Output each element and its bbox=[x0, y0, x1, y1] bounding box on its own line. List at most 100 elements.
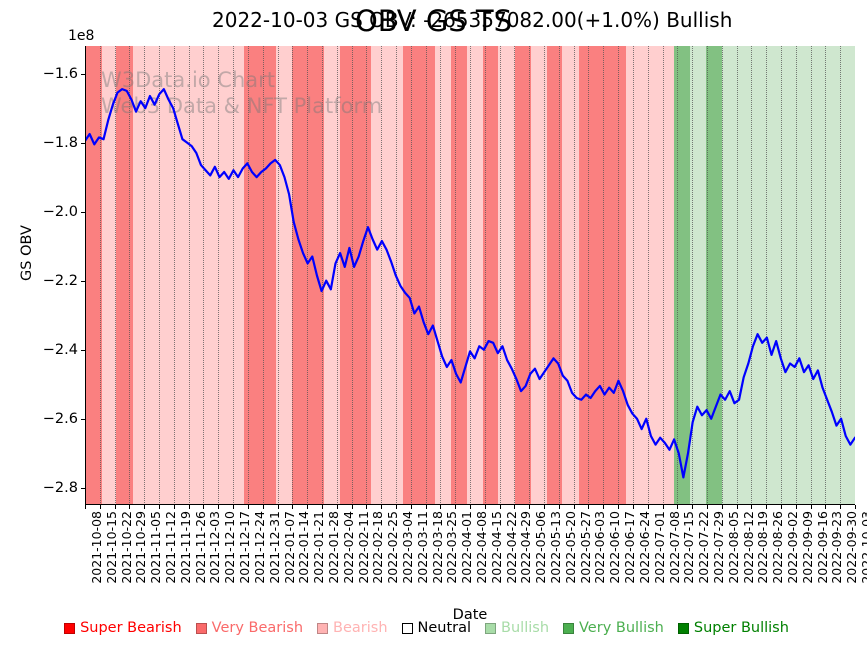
x-tick-mark bbox=[840, 505, 842, 509]
sentiment-band bbox=[817, 46, 855, 505]
x-tick-label: 2022-06-17 bbox=[622, 511, 638, 584]
x-tick-mark bbox=[188, 505, 190, 509]
sentiment-band bbox=[785, 46, 802, 505]
sentiment-band bbox=[721, 46, 738, 505]
x-tick-label: 2021-10-29 bbox=[133, 511, 149, 584]
x-tick-mark bbox=[99, 505, 101, 509]
sentiment-band bbox=[801, 46, 818, 505]
x-tick-mark bbox=[766, 505, 768, 509]
y-tick-label: −2.2 bbox=[42, 272, 78, 289]
x-tick-mark bbox=[573, 505, 575, 509]
legend-label: Very Bullish bbox=[579, 620, 664, 636]
legend-item[interactable]: Very Bearish bbox=[195, 620, 303, 636]
sentiment-band bbox=[483, 46, 499, 505]
x-tick-mark bbox=[692, 505, 694, 509]
page-title: OBV GS TS bbox=[354, 4, 513, 38]
y-tick-label: −2.6 bbox=[42, 410, 78, 427]
legend-label: Super Bearish bbox=[80, 620, 182, 636]
legend-item[interactable]: Very Bullish bbox=[563, 620, 664, 636]
gridline bbox=[262, 46, 264, 505]
gridline bbox=[514, 46, 516, 505]
value-annotation: 2022-10-03 GS OBV: -265357082.00(+1.0%) … bbox=[212, 8, 733, 32]
x-tick-label: 2022-09-23 bbox=[829, 511, 845, 584]
x-tick-label: 2022-07-29 bbox=[710, 511, 726, 584]
gridline bbox=[425, 46, 427, 505]
gridline bbox=[795, 46, 797, 505]
x-tick-label: 2022-04-22 bbox=[503, 511, 519, 584]
x-tick-mark bbox=[410, 505, 412, 509]
y-tick-mark bbox=[81, 418, 85, 420]
sentiment-band bbox=[212, 46, 229, 505]
x-tick-mark bbox=[381, 505, 383, 509]
x-tick-mark bbox=[262, 505, 264, 509]
x-tick-label: 2021-10-08 bbox=[89, 511, 104, 584]
sentiment-band bbox=[323, 46, 340, 505]
x-tick-label: 2022-02-11 bbox=[355, 511, 371, 584]
x-tick-mark bbox=[558, 505, 560, 509]
legend-swatch-icon bbox=[195, 622, 207, 634]
x-tick-label: 2021-11-12 bbox=[163, 511, 179, 584]
sentiment-band bbox=[530, 46, 547, 505]
x-tick-mark bbox=[233, 505, 235, 509]
obv-line-series bbox=[85, 88, 855, 479]
x-tick-label: 2022-08-26 bbox=[770, 511, 786, 584]
gridline bbox=[840, 46, 842, 505]
y-tick-mark bbox=[81, 349, 85, 351]
gridlines-layer bbox=[85, 46, 855, 505]
gridline bbox=[529, 46, 531, 505]
x-tick-label: 2022-03-11 bbox=[414, 511, 430, 584]
x-tick-mark bbox=[470, 505, 471, 509]
x-tick-mark bbox=[277, 505, 279, 509]
x-tick-mark bbox=[825, 505, 827, 509]
x-tick-label: 2022-09-16 bbox=[814, 511, 830, 584]
y-tick-mark bbox=[81, 487, 85, 489]
gridline bbox=[766, 46, 768, 505]
x-tick-label: 2022-07-22 bbox=[696, 511, 712, 584]
gridline bbox=[662, 46, 664, 505]
x-tick-label: 2022-08-12 bbox=[740, 511, 756, 584]
gridline bbox=[810, 46, 812, 505]
x-tick-label: 2022-04-08 bbox=[474, 511, 489, 584]
x-tick-mark bbox=[855, 505, 856, 509]
gridline bbox=[588, 46, 590, 505]
gridline bbox=[277, 46, 279, 505]
legend: Super Bearish Very Bearish Bearish Neutral B… bbox=[0, 620, 867, 636]
legend-item[interactable]: Bearish bbox=[317, 620, 388, 636]
x-tick-mark bbox=[514, 505, 516, 509]
sentiment-band bbox=[435, 46, 451, 505]
x-tick-mark bbox=[780, 505, 782, 509]
legend-swatch-icon bbox=[317, 622, 329, 634]
sentiment-band bbox=[339, 46, 356, 505]
gridline bbox=[544, 46, 546, 505]
x-tick-label: 2022-06-24 bbox=[636, 511, 652, 584]
x-tick-mark bbox=[647, 505, 649, 509]
y-tick-label: −1.8 bbox=[42, 134, 78, 151]
sentiment-band bbox=[115, 46, 133, 505]
legend-item[interactable]: Super Bearish bbox=[64, 620, 182, 636]
x-tick-mark bbox=[721, 505, 723, 509]
sentiment-band bbox=[371, 46, 388, 505]
gridline bbox=[188, 46, 190, 505]
legend-item[interactable]: Neutral bbox=[401, 620, 471, 636]
gridline bbox=[677, 46, 679, 505]
x-tick-mark bbox=[114, 505, 116, 509]
sentiment-band bbox=[292, 46, 308, 505]
x-tick-label: 2022-02-04 bbox=[340, 511, 356, 584]
sentiment-band bbox=[690, 46, 706, 505]
sentiment-band bbox=[547, 46, 563, 505]
sentiment-band bbox=[307, 46, 324, 505]
x-tick-label: 2022-05-27 bbox=[577, 511, 593, 584]
gridline bbox=[484, 46, 486, 505]
x-tick-mark bbox=[810, 505, 812, 509]
x-tick-label: 2022-03-04 bbox=[399, 511, 415, 584]
x-tick-mark bbox=[307, 505, 309, 509]
legend-item[interactable]: Bullish bbox=[485, 620, 549, 636]
sentiment-band bbox=[419, 46, 436, 505]
gridline bbox=[247, 46, 249, 505]
legend-item[interactable]: Super Bullish bbox=[677, 620, 789, 636]
sentiment-band bbox=[85, 46, 102, 505]
sentiment-band bbox=[498, 46, 515, 505]
x-tick-mark bbox=[85, 505, 86, 509]
gridline bbox=[218, 46, 220, 505]
x-tick-label: 2022-09-09 bbox=[799, 511, 815, 584]
